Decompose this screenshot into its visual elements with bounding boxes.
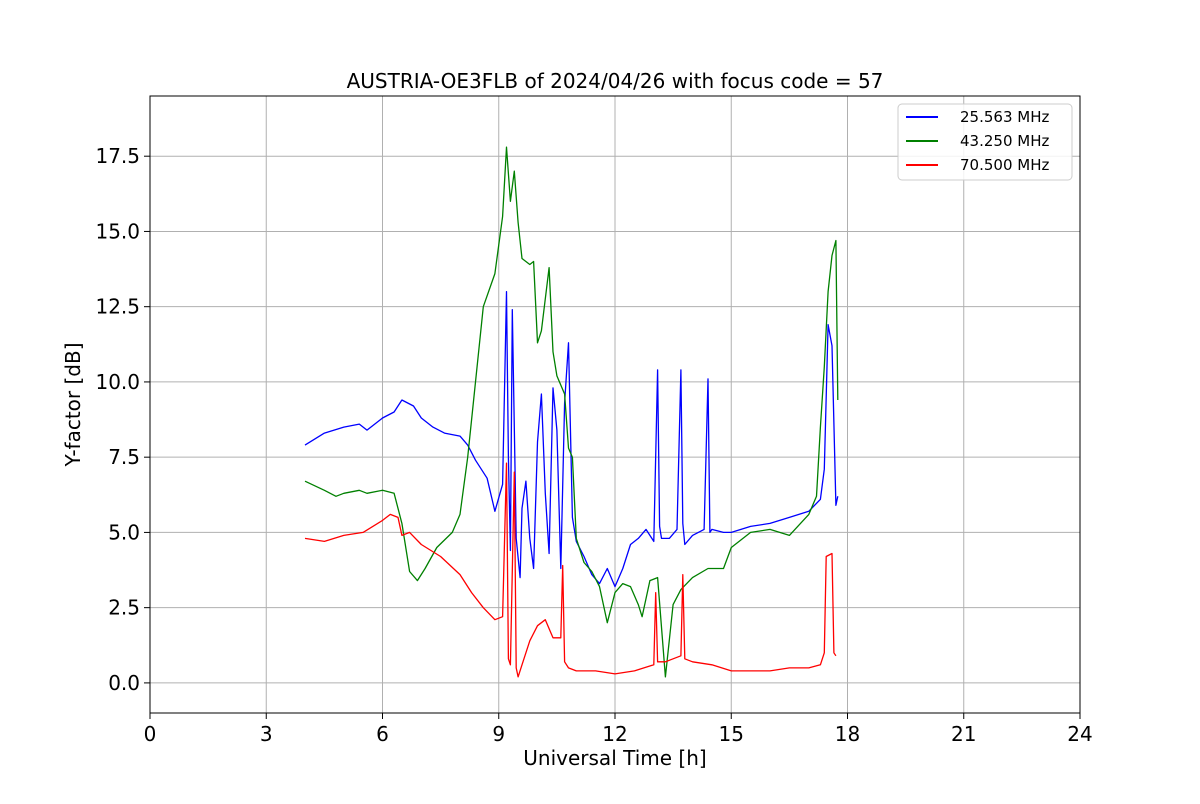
series-line-3 xyxy=(304,462,837,678)
y-tick-label: 0.0 xyxy=(108,671,140,695)
y-tick-label: 7.5 xyxy=(108,445,140,469)
legend-label: 70.500 MHz xyxy=(960,156,1049,174)
x-tick-label: 6 xyxy=(376,722,389,746)
x-tick-label: 9 xyxy=(492,722,505,746)
y-tick-label: 10.0 xyxy=(95,370,140,394)
x-tick-label: 15 xyxy=(719,722,744,746)
series-line-2 xyxy=(304,146,839,678)
legend: 25.563 MHz 43.250 MHz 70.500 MHz xyxy=(897,103,1073,181)
x-tick-label: 12 xyxy=(602,722,627,746)
legend-label: 25.563 MHz xyxy=(960,108,1049,126)
chart-title: AUSTRIA-OE3FLB of 2024/04/26 with focus … xyxy=(347,69,884,93)
y-tick-label: 5.0 xyxy=(108,520,140,544)
x-tick-label: 3 xyxy=(260,722,273,746)
series-layer xyxy=(304,146,839,678)
x-tick-label: 0 xyxy=(144,722,157,746)
y-tick-label: 12.5 xyxy=(95,295,140,319)
y-axis-title: Y-factor [dB] xyxy=(61,342,85,467)
y-tick-label: 17.5 xyxy=(95,144,140,168)
x-axis-title: Universal Time [h] xyxy=(523,746,706,770)
x-tick-label: 24 xyxy=(1067,722,1092,746)
series-line-1 xyxy=(304,290,839,588)
x-tick-label: 18 xyxy=(835,722,860,746)
legend-box xyxy=(897,103,1073,181)
legend-label: 43.250 MHz xyxy=(960,132,1049,150)
x-tick-label: 21 xyxy=(951,722,976,746)
y-tick-label: 15.0 xyxy=(95,219,140,243)
tick-layer: 0 3 6 9 12 15 18 21 24 0.0 2.5 5.0 7.5 10.0 12.5 15.0 17… xyxy=(95,144,1092,746)
y-tick-label: 2.5 xyxy=(108,596,140,620)
